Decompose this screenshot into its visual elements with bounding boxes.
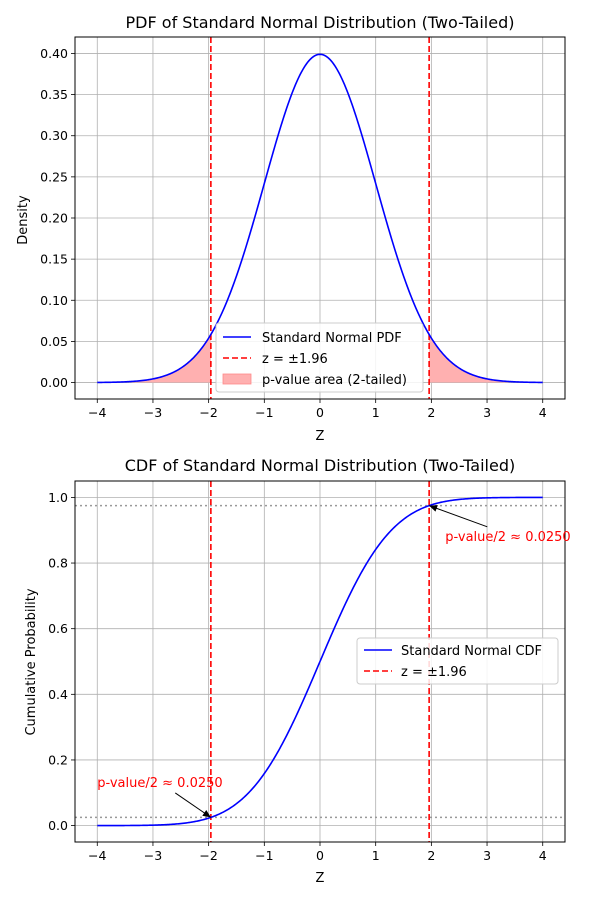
pdf-y-axis-label: Density — [16, 195, 31, 245]
cdf-annotations: p-value/2 ≈ 0.0250 p-value/2 ≈ 0.0250 — [97, 505, 571, 818]
pdf-y-tick-label-5: 0.25 — [40, 169, 68, 184]
cdf-y-tick-label-4: 0.8 — [48, 556, 68, 571]
pdf-y-ticks: 0.00 0.05 0.10 0.15 0.20 0.25 0.30 0.35 0.40 — [40, 46, 75, 390]
cdf-y-ticks: 0.0 0.2 0.4 0.6 0.8 1.0 — [48, 490, 75, 833]
pdf-x-tick-label-1: −3 — [144, 405, 162, 420]
cdf-y-tick-label-3: 0.6 — [48, 621, 68, 636]
pdf-legend-box — [215, 322, 424, 393]
cdf-x-tick-label-4: 0 — [316, 848, 324, 863]
pdf-x-tick-label-5: 1 — [372, 405, 380, 420]
pdf-p-value-area — [97, 334, 543, 383]
pdf-legend-area-label: p-value area (2-tailed) — [262, 373, 407, 388]
cdf-legend: Standard Normal CDF z = ±1.96 — [356, 637, 559, 685]
pdf-x-tick-label-4: 0 — [316, 405, 324, 420]
cdf-legend-box — [356, 637, 559, 685]
pdf-x-tick-label-2: −2 — [199, 405, 217, 420]
pdf-x-tick-label-0: −4 — [88, 405, 106, 420]
pdf-y-tick-label-3: 0.15 — [40, 252, 68, 267]
pdf-y-tick-label-6: 0.30 — [40, 128, 68, 143]
pdf-x-tick-label-7: 3 — [483, 405, 491, 420]
cdf-reference-lines — [75, 504, 565, 819]
pdf-y-tick-label-0: 0.00 — [40, 375, 68, 390]
cdf-x-tick-label-1: −3 — [144, 848, 162, 863]
cdf-y-tick-label-0: 0.0 — [48, 818, 68, 833]
pdf-p-value-area-left — [97, 334, 211, 383]
pdf-curve — [97, 53, 543, 384]
cdf-x-tick-label-7: 3 — [483, 848, 491, 863]
cdf-y-tick-label-1: 0.2 — [48, 752, 68, 767]
cdf-x-axis-label: Z — [316, 871, 325, 886]
pdf-x-axis-label: Z — [316, 429, 325, 444]
cdf-x-tick-label-2: −2 — [199, 848, 217, 863]
pdf-y-tick-label-7: 0.35 — [40, 87, 68, 102]
cdf-y-tick-label-5: 1.0 — [48, 490, 68, 505]
cdf-annotation-lower-arrowhead — [202, 809, 211, 818]
cdf-chart-title: CDF of Standard Normal Distribution (Two… — [125, 456, 515, 475]
pdf-critical-lines — [210, 37, 430, 399]
pdf-legend: Standard Normal PDF z = ±1.96 p-value ar… — [215, 322, 424, 393]
pdf-chart: PDF of Standard Normal Distribution (Two… — [16, 13, 566, 444]
cdf-legend-cdf-label: Standard Normal CDF — [401, 644, 542, 659]
cdf-x-tick-label-6: 2 — [427, 848, 435, 863]
cdf-y-tick-label-2: 0.4 — [48, 687, 68, 702]
pdf-legend-pdf-label: Standard Normal PDF — [262, 331, 402, 346]
pdf-p-value-area-right — [429, 334, 543, 383]
pdf-x-tick-label-8: 4 — [539, 405, 547, 420]
cdf-y-axis-label: Cumulative Probability — [24, 588, 39, 735]
cdf-legend-critical-label: z = ±1.96 — [401, 665, 467, 680]
pdf-legend-critical-label: z = ±1.96 — [262, 352, 328, 367]
cdf-x-tick-label-5: 1 — [372, 848, 380, 863]
cdf-chart: CDF of Standard Normal Distribution (Two… — [24, 456, 571, 886]
cdf-curve — [97, 496, 543, 827]
cdf-x-tick-label-8: 4 — [539, 848, 547, 863]
pdf-y-tick-label-1: 0.05 — [40, 334, 68, 349]
pdf-x-tick-label-3: −1 — [255, 405, 273, 420]
cdf-x-tick-label-3: −1 — [255, 848, 273, 863]
cdf-annotation-upper-arrow — [428, 505, 488, 528]
cdf-x-ticks: −4 −3 −2 −1 0 1 2 3 4 — [88, 842, 547, 863]
pdf-y-tick-label-2: 0.10 — [40, 293, 68, 308]
pdf-chart-title: PDF of Standard Normal Distribution (Two… — [126, 13, 515, 32]
cdf-annotation-lower-label: p-value/2 ≈ 0.0250 — [97, 776, 222, 791]
cdf-annotation-upper-label: p-value/2 ≈ 0.0250 — [445, 530, 570, 545]
pdf-y-tick-label-4: 0.20 — [40, 211, 68, 226]
pdf-y-tick-label-8: 0.40 — [40, 46, 68, 61]
pdf-x-ticks: −4 −3 −2 −1 0 1 2 3 4 — [88, 399, 547, 420]
pdf-x-tick-label-6: 2 — [427, 405, 435, 420]
pdf-legend-area-swatch — [222, 373, 252, 385]
cdf-annotation-upper-arrowhead — [429, 505, 438, 512]
cdf-x-tick-label-0: −4 — [88, 848, 106, 863]
